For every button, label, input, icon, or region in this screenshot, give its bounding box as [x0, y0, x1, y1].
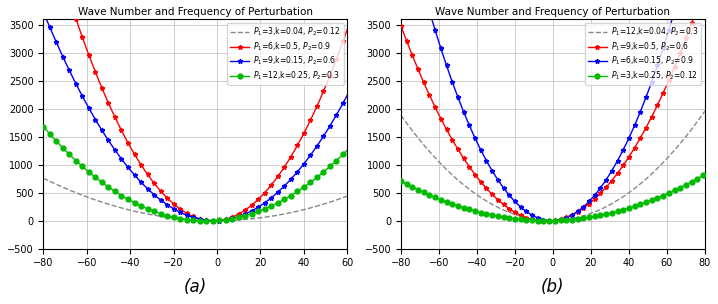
Legend: $P_1$=12,k=0.04, $P_2$=0.3, $P_1$=9,k=0.5, $P_2$=0.6, $P_1$=6,k=0.15, $P_2$=0.9,: $P_1$=12,k=0.04, $P_2$=0.3, $P_1$=9,k=0.…	[584, 23, 701, 85]
Title: Wave Number and Frequency of Perturbation: Wave Number and Frequency of Perturbatio…	[78, 7, 313, 17]
Title: Wave Number and Frequency of Perturbation: Wave Number and Frequency of Perturbatio…	[435, 7, 671, 17]
Text: (b): (b)	[541, 278, 564, 296]
Legend: $P_1$=3,k=0.04, $P_2$=0.12, $P_1$=6,k=0.5, $P_2$=0.9, $P_1$=9,k=0.15, $P_2$=0.6,: $P_1$=3,k=0.04, $P_2$=0.12, $P_1$=6,k=0.…	[227, 23, 343, 85]
Text: (a): (a)	[184, 278, 207, 296]
